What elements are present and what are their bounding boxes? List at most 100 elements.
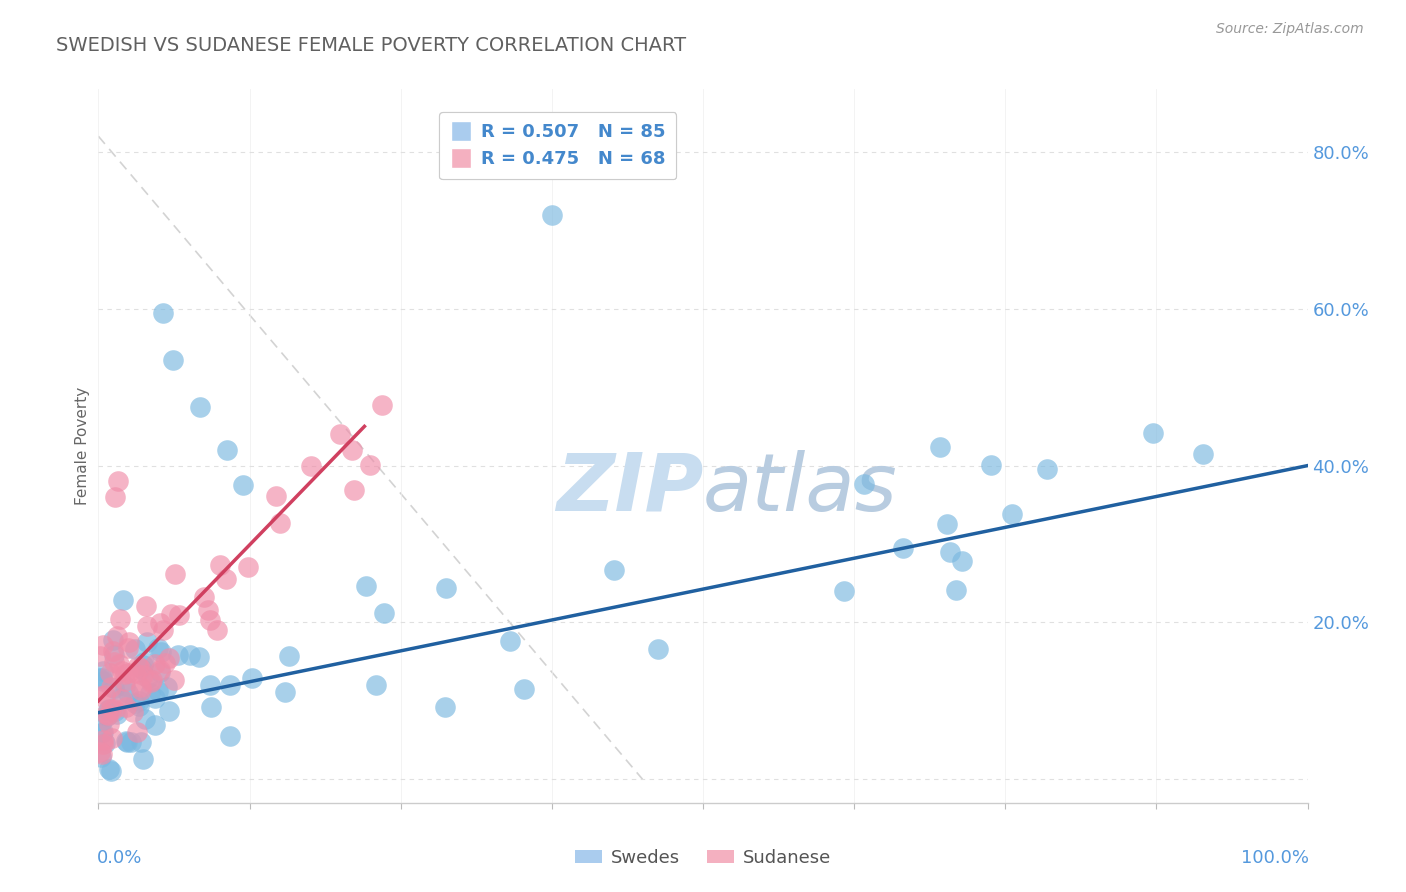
Point (143, 657, 166, 672)
Point (96, 706, 118, 721)
Point (114, 666, 136, 681)
Point (110, 691, 132, 706)
Point (103, 633, 125, 648)
Point (264, 490, 287, 504)
Point (603, 563, 626, 577)
Point (114, 733, 136, 747)
Point (278, 649, 301, 664)
Point (90, 714, 112, 729)
Point (101, 644, 124, 658)
Point (356, 579, 378, 593)
Point (205, 623, 228, 637)
Text: SWEDISH VS SUDANESE FEMALE POVERTY CORRELATION CHART: SWEDISH VS SUDANESE FEMALE POVERTY CORRE… (56, 36, 686, 54)
Point (434, 700, 457, 714)
Legend: Swedes, Sudanese: Swedes, Sudanese (568, 842, 838, 874)
Text: Source: ZipAtlas.com: Source: ZipAtlas.com (1216, 22, 1364, 37)
Point (359, 458, 381, 472)
Point (132, 655, 155, 669)
Point (115, 700, 138, 714)
Point (135, 634, 157, 648)
Point (198, 678, 221, 692)
Point (1001, 507, 1024, 521)
Point (125, 725, 148, 739)
Point (117, 641, 139, 656)
Point (208, 558, 231, 573)
Point (105, 629, 128, 643)
Point (138, 671, 160, 685)
Point (238, 560, 260, 574)
Point (187, 649, 209, 664)
Point (91, 638, 114, 652)
Point (134, 712, 156, 726)
Point (93, 688, 115, 702)
Point (103, 681, 125, 695)
Point (141, 673, 163, 687)
Point (90, 671, 112, 685)
Point (135, 619, 157, 633)
Point (157, 651, 180, 665)
Point (1036, 462, 1059, 476)
Point (103, 648, 125, 663)
Point (114, 679, 136, 693)
Point (91, 747, 114, 761)
Point (157, 705, 180, 719)
Point (89, 690, 111, 704)
Point (129, 734, 152, 748)
Point (100, 764, 122, 779)
Point (373, 606, 395, 620)
Point (114, 673, 136, 688)
Point (945, 582, 967, 597)
Point (91, 737, 114, 751)
Point (217, 442, 239, 457)
Point (91, 674, 114, 689)
Point (152, 623, 174, 637)
Point (163, 673, 186, 687)
Point (91, 733, 114, 747)
Point (128, 698, 150, 713)
Point (232, 478, 254, 492)
Point (269, 516, 291, 530)
Point (118, 635, 141, 649)
Point (124, 665, 146, 680)
Point (111, 665, 134, 679)
Point (124, 696, 146, 710)
Point (96, 708, 118, 723)
Point (162, 352, 184, 367)
Point (127, 659, 149, 673)
Point (90, 750, 112, 764)
Point (160, 607, 183, 622)
Point (129, 682, 152, 697)
Point (91, 726, 114, 740)
Text: 0.0%: 0.0% (97, 849, 142, 867)
Point (149, 663, 172, 677)
Point (852, 477, 875, 491)
Text: atlas: atlas (703, 450, 898, 528)
Point (91, 664, 114, 678)
Point (647, 641, 669, 656)
Point (128, 694, 150, 708)
Point (928, 440, 950, 454)
Point (104, 490, 127, 504)
Point (97, 717, 120, 731)
Point (98, 762, 121, 776)
Point (219, 678, 242, 692)
Point (156, 680, 179, 694)
Point (124, 641, 146, 656)
Point (197, 602, 219, 616)
Point (329, 427, 352, 442)
Point (364, 677, 387, 691)
Point (89, 648, 111, 663)
Point (132, 751, 155, 765)
Point (512, 681, 534, 696)
Point (128, 661, 150, 675)
Point (148, 641, 170, 656)
Point (97, 703, 120, 717)
Point (131, 662, 153, 676)
Point (87, 671, 110, 685)
Point (143, 718, 166, 732)
Point (499, 634, 522, 648)
Point (891, 541, 914, 555)
Point (100, 731, 122, 746)
Point (188, 400, 211, 414)
Point (152, 306, 174, 320)
